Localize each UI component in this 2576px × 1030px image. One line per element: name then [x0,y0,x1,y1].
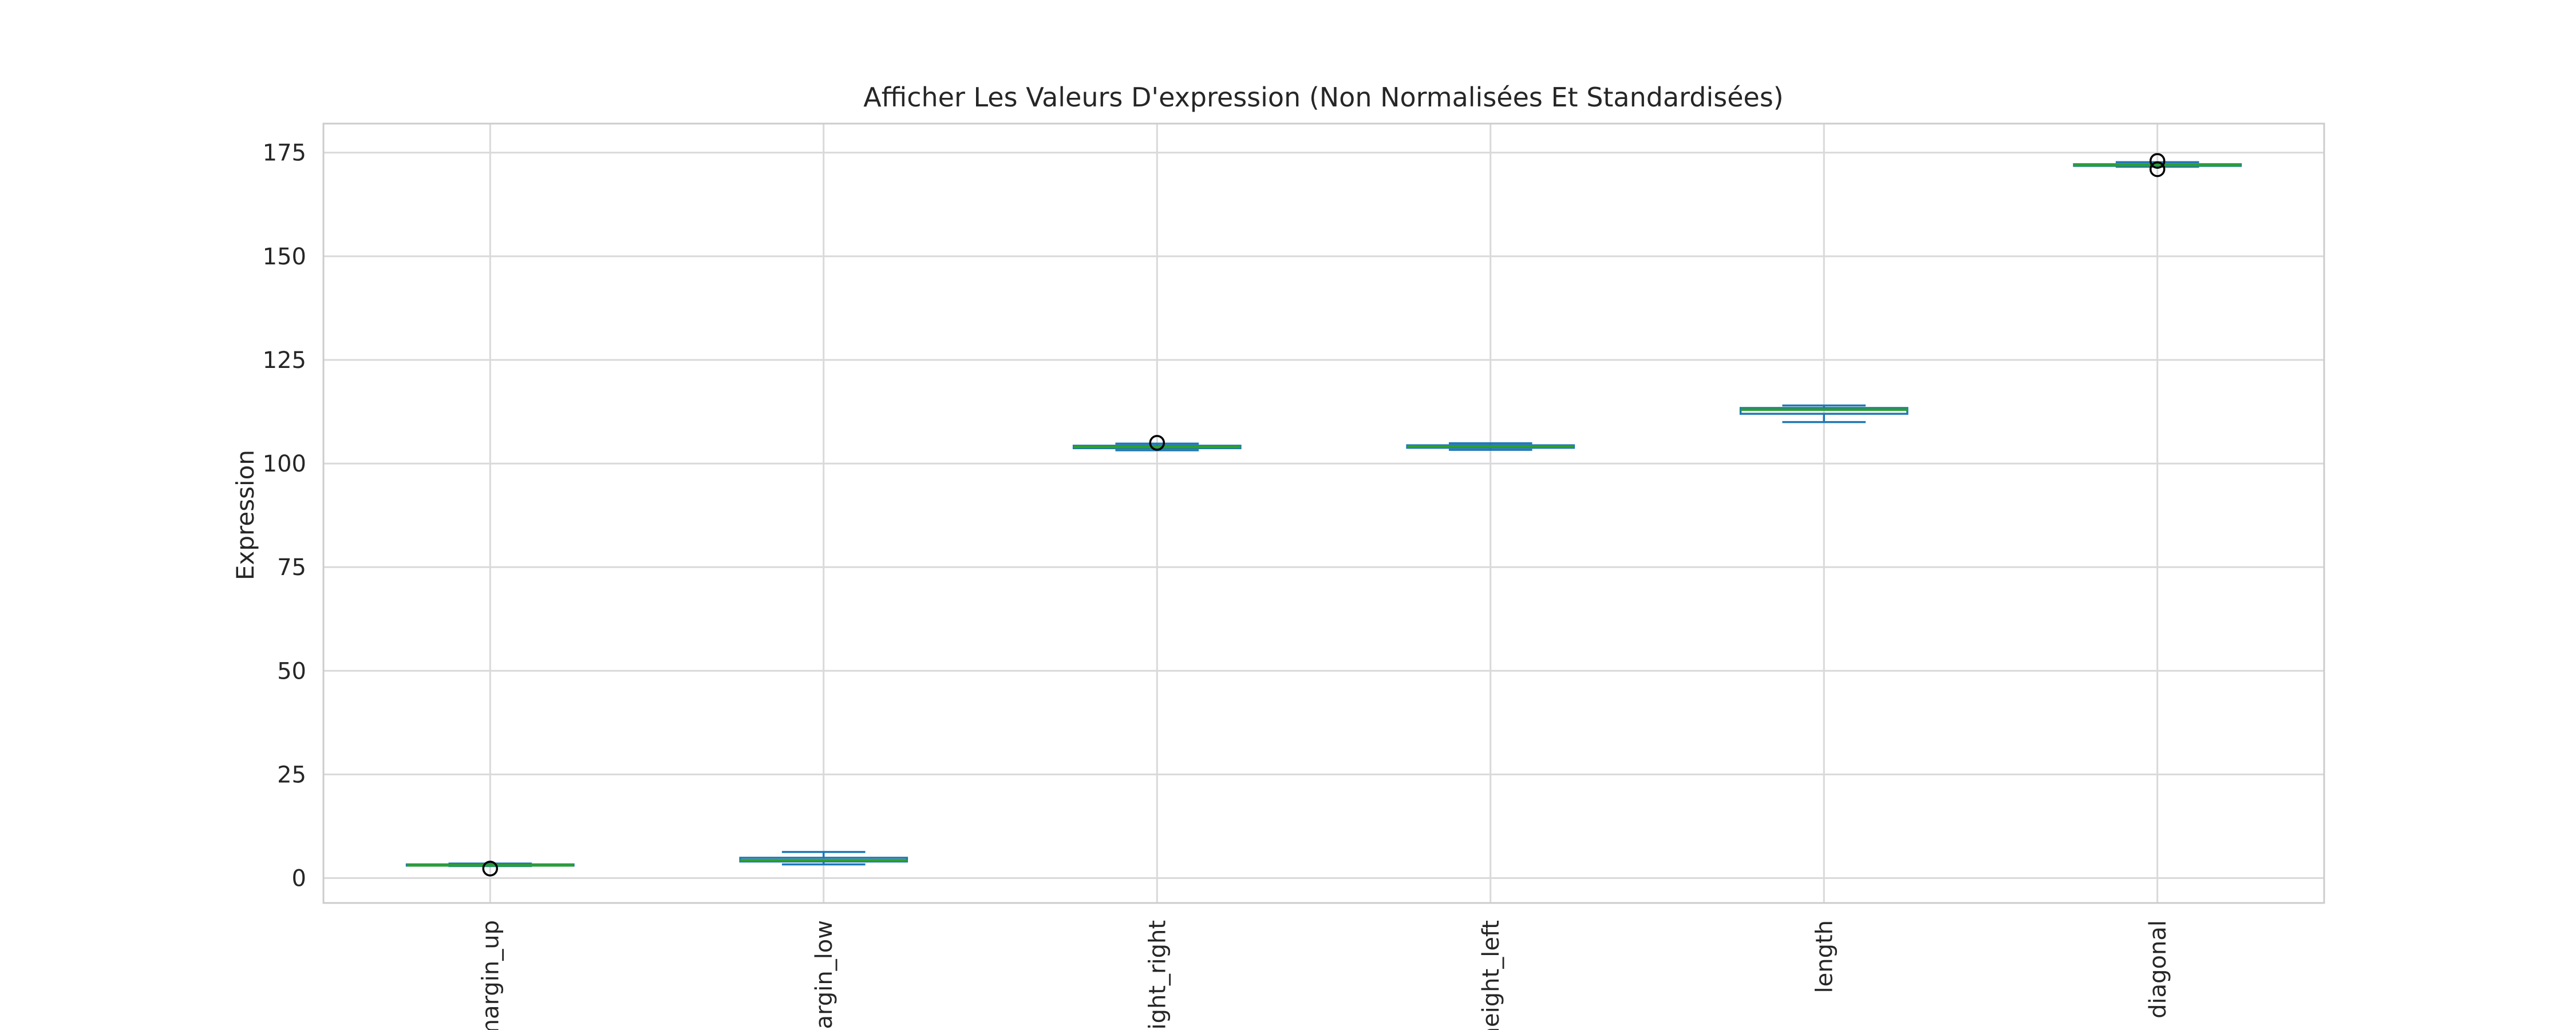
y-tick-label: 150 [263,244,306,270]
grid-lines [323,124,2324,903]
x-tick-label: diagonal [2145,920,2171,1019]
y-tick-label: 175 [263,140,306,167]
box-margin_up [405,861,575,877]
x-tick-label: margin_low [811,920,837,1030]
plot-frame [322,122,2325,904]
box-height_left [1406,442,1575,451]
y-tick-label: 50 [277,658,306,684]
y-tick-label: 0 [292,866,306,892]
box-diagonal [2073,153,2242,177]
tick-labels: 0 25 50 75 100 125 150 175 margin_up margin_low he… [263,140,2171,1030]
y-axis-label: Expression [231,450,259,580]
y-tick-label: 125 [263,347,306,374]
box-length [1739,404,1909,423]
x-tick-label: length [1811,920,1838,993]
outlier-point [1149,435,1165,451]
outlier-point [482,861,498,877]
x-tick-label: height_left [1478,920,1504,1030]
x-tick-label: margin_up [477,920,504,1030]
chart-title: Afficher Les Valeurs D'expression (Non N… [863,82,1783,113]
boxes [405,153,2242,877]
outlier-point [2150,161,2166,177]
outlier-point [2150,153,2166,169]
box-height_right [1072,435,1242,451]
x-tick-label: height_right [1144,920,1171,1030]
plot-background [323,124,2324,903]
y-tick-label: 75 [277,554,306,581]
box-margin_low [739,851,908,866]
y-tick-label: 100 [263,451,306,477]
y-tick-label: 25 [277,762,306,788]
